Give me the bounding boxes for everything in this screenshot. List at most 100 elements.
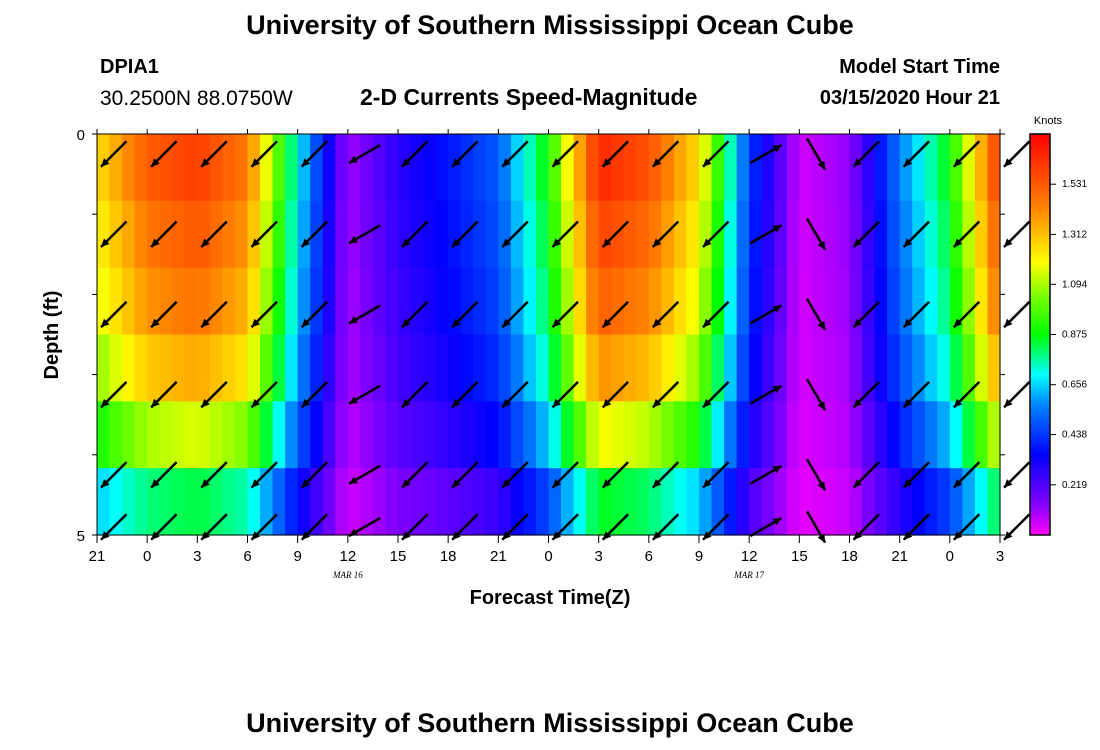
current-arrow (651, 381, 680, 409)
arrow-head (817, 321, 826, 330)
heatmap-cell (661, 468, 675, 536)
current-arrow (100, 220, 128, 248)
heatmap-cell (699, 401, 713, 469)
heatmap-cell (109, 401, 123, 469)
heatmap-cell (460, 200, 474, 269)
heatmap-cell (912, 200, 926, 269)
current-arrow (150, 381, 178, 409)
current-arrow (401, 300, 429, 329)
arrow-head (301, 398, 311, 408)
heatmap-cell (824, 401, 838, 469)
current-arrow (451, 220, 479, 248)
colorbar-gradient (1029, 133, 1051, 536)
heatmap-cell (523, 468, 537, 536)
heatmap-cell (623, 334, 637, 402)
heatmap-cell (122, 267, 136, 336)
heatmap-cell (247, 334, 261, 402)
heatmap-cell (222, 267, 236, 336)
heatmap-cell (435, 267, 449, 336)
heatmap-cell (297, 200, 311, 269)
heatmap-cell (774, 334, 788, 402)
heatmap-cell (347, 401, 361, 469)
heatmap-cell (611, 468, 625, 536)
heatmap-cell (347, 267, 361, 336)
heatmap-cell (699, 468, 713, 536)
heatmap-cell (134, 334, 148, 402)
heatmap-cell (335, 134, 349, 202)
heatmap-cell (849, 134, 863, 202)
heatmap-cell (398, 200, 412, 269)
heatmap-cell (673, 267, 688, 336)
heatmap-cell (724, 267, 738, 336)
heatmap-cell (147, 334, 161, 402)
arrow-head (853, 318, 862, 328)
heatmap-cell (473, 200, 487, 269)
heatmap-cell (335, 200, 349, 269)
heatmap-cell (172, 401, 186, 469)
heatmap-cell (222, 134, 236, 202)
heatmap-cells (97, 134, 1001, 536)
current-arrow (902, 300, 930, 329)
current-arrow (806, 218, 827, 251)
heatmap-cell (97, 334, 111, 402)
heatmap-cell (887, 468, 901, 536)
heatmap-cell (661, 134, 675, 202)
heatmap-cell (473, 468, 487, 536)
heatmap-cell (322, 468, 336, 536)
heatmap-cell (761, 468, 775, 536)
heatmap-cell (423, 468, 437, 536)
current-arrows (100, 137, 1031, 544)
current-arrow (551, 220, 579, 248)
arrow-head (402, 398, 411, 408)
arrow-head (301, 158, 311, 167)
heatmap-cell (636, 401, 650, 469)
arrow-head (903, 158, 913, 167)
arrow-head (817, 240, 826, 250)
heatmap-cell (912, 401, 926, 469)
current-arrow (200, 381, 228, 409)
heatmap-cell (874, 134, 888, 202)
heatmap-cell (749, 267, 763, 336)
arrow-head (772, 305, 782, 313)
heatmap-cell (184, 401, 198, 469)
heatmap-cell (423, 267, 437, 336)
current-arrow (501, 381, 529, 409)
heatmap-cell (448, 334, 462, 402)
x-tick-label: 21 (89, 548, 106, 565)
heatmap-cell (962, 334, 976, 402)
current-arrow (501, 300, 529, 329)
arrow-head (953, 238, 963, 247)
heatmap-cell (473, 134, 487, 202)
heatmap-cell (285, 200, 299, 269)
current-arrow (806, 298, 827, 331)
current-arrow (250, 461, 278, 489)
heatmap-cell (937, 468, 951, 536)
heatmap-cell (849, 267, 863, 336)
heatmap-cell (285, 334, 299, 402)
heatmap-cell (774, 134, 788, 202)
heatmap-cell (937, 401, 951, 469)
current-arrow (952, 381, 981, 409)
heatmap-cell (724, 200, 738, 269)
heatmap-cell (949, 134, 963, 202)
heatmap-cell (586, 401, 600, 469)
heatmap-cell (147, 267, 161, 336)
heatmap-cell (949, 334, 963, 402)
current-arrow (100, 300, 128, 329)
heatmap-cell (786, 200, 800, 269)
x-tick-label: 9 (695, 548, 703, 565)
arrow-head (349, 316, 358, 324)
arrow-head (151, 238, 160, 247)
heatmap-cell (197, 267, 211, 336)
heatmap-cell (360, 334, 374, 402)
heatmap-cell (385, 134, 399, 202)
heatmap-cell (761, 134, 775, 202)
heatmap-cell (372, 200, 387, 269)
current-arrow (952, 220, 981, 248)
heatmap-cell (209, 468, 224, 536)
current-arrow (551, 461, 579, 489)
arrow-head (652, 318, 662, 328)
heatmap-cell (209, 334, 224, 402)
heatmap-cell (372, 267, 387, 336)
